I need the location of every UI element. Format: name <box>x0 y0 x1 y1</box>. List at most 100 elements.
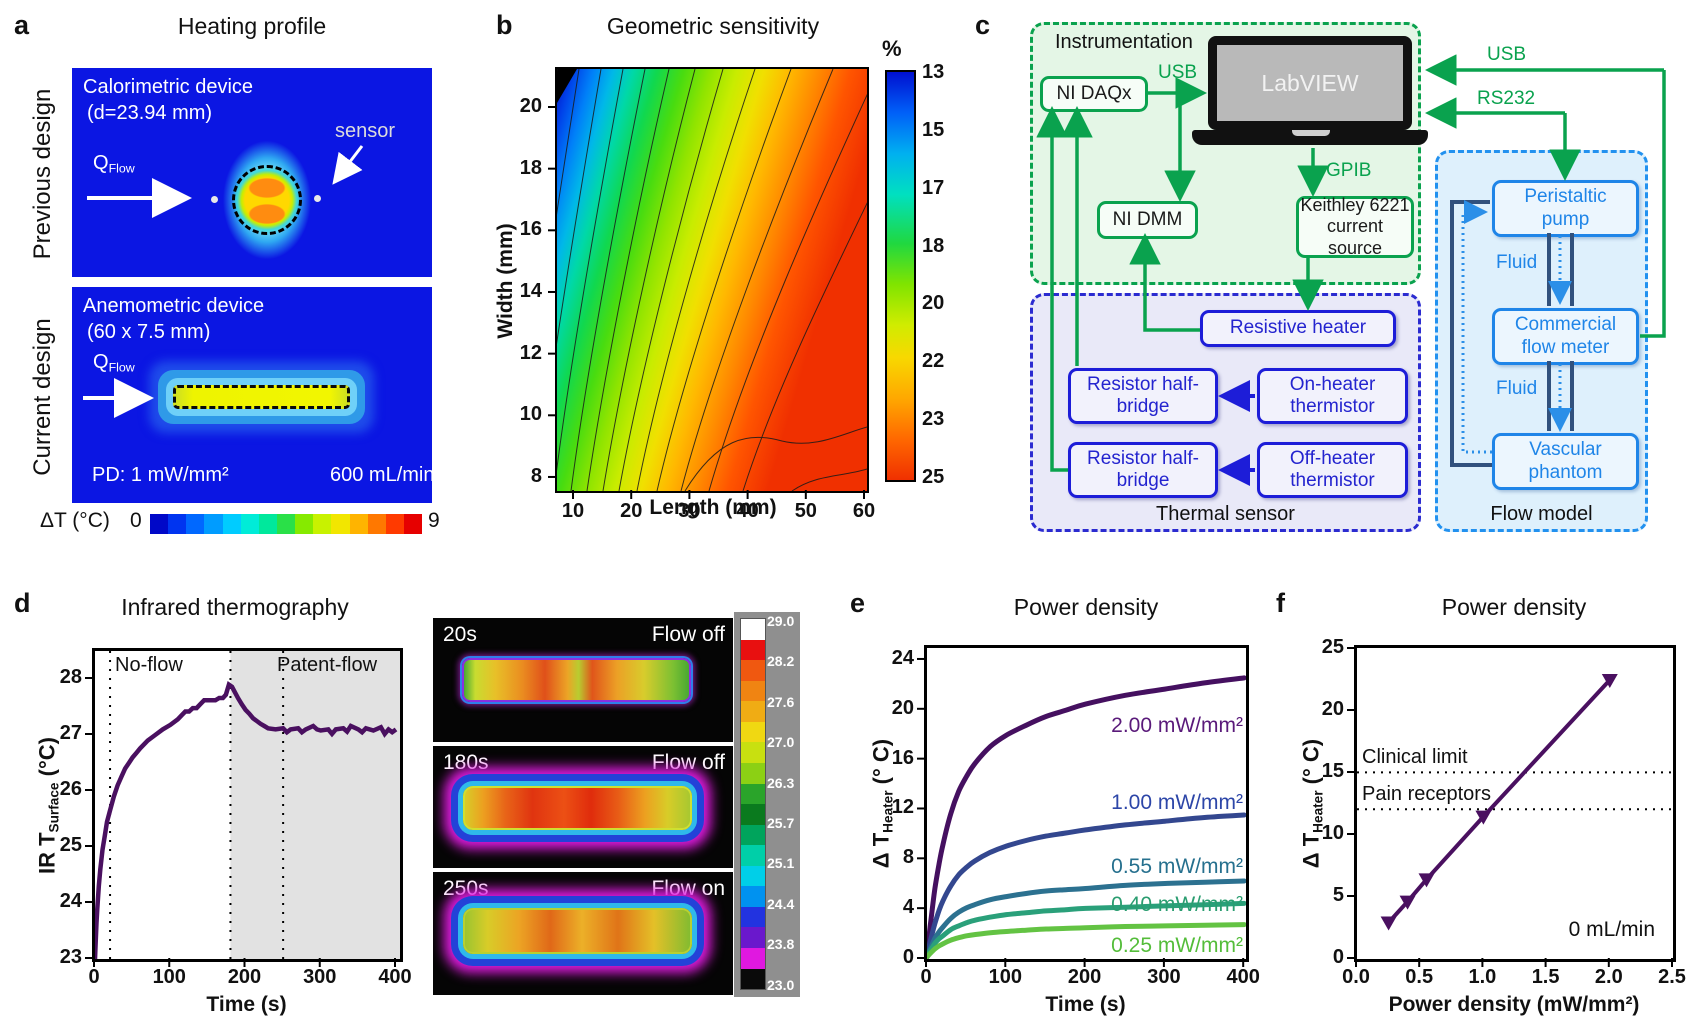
colorbar-segment <box>741 906 765 928</box>
tick-label: 200 <box>1067 966 1102 988</box>
panel-b-label: b <box>496 10 513 40</box>
ir-bar-180s <box>463 786 692 830</box>
ir-bar-20s <box>462 658 691 702</box>
tick-label: 0.5 <box>1405 966 1434 988</box>
colorbar-segment <box>741 701 765 722</box>
ir-colorbar-tick: 26.3 <box>767 774 795 791</box>
tick-label: 0 <box>902 946 914 968</box>
fluid-label-2: Fluid <box>1496 378 1538 399</box>
colorbar-segment <box>741 886 765 907</box>
panel-d-label: d <box>14 588 31 618</box>
f-plot-frame <box>1354 645 1676 962</box>
ir-image-180s: 180s Flow off <box>433 746 733 868</box>
qflow-label-2: QFlow <box>93 351 135 375</box>
b-colorbar-unit: % <box>882 36 902 61</box>
ir-image-20s: 20s Flow off <box>433 618 733 742</box>
usb-label-2: USB <box>1487 44 1527 65</box>
patent-flow-label: Patent-flow <box>277 654 378 676</box>
tick-label: 8 <box>902 846 914 869</box>
colorbar-segment <box>331 514 350 534</box>
colorbar-segment <box>741 721 765 743</box>
ir-frame2-flow: Flow off <box>651 751 725 774</box>
colorbar-segment <box>741 639 765 661</box>
off-heater-thermistor-box: Off-heater thermistor <box>1257 442 1408 498</box>
thermal-sensor-title: Thermal sensor <box>1156 503 1295 525</box>
laptop-notch <box>1292 130 1330 136</box>
tick-label: 25 <box>59 834 82 856</box>
ir-colorbar-tick: 24.4 <box>767 895 795 912</box>
tick-label: 20 <box>519 95 542 117</box>
d-line-plot <box>95 651 400 959</box>
ir-frame1-time: 20s <box>443 623 477 646</box>
ir-bar-250s <box>463 908 692 954</box>
row-label-previous-design: Previous design <box>29 88 56 260</box>
colorbar-segment <box>741 680 765 702</box>
panel-f-label: f <box>1276 588 1285 618</box>
ir-frame1-flow: Flow off <box>651 623 725 646</box>
ir-colorbar-tick: 27.0 <box>767 734 795 751</box>
b-xlabel: Length (mm) <box>649 496 777 519</box>
ir-frame2-time: 180s <box>443 751 489 774</box>
keithley-box: Keithley 6221 current source <box>1296 195 1414 258</box>
tick-label: 300 <box>303 966 337 988</box>
tick-label: 25 <box>1321 636 1344 658</box>
tick-label: 12 <box>519 341 542 364</box>
b-colorbar <box>885 70 916 482</box>
colorbar-segment <box>150 514 169 534</box>
e-xlabel: Time (s) <box>1045 993 1126 1016</box>
tick-label: 16 <box>519 218 542 241</box>
heater-bar <box>173 385 350 409</box>
tick-label: 20 <box>922 292 945 315</box>
colorbar-segment <box>741 865 765 887</box>
f-xlabel: Power density (mW/mm²) <box>1388 993 1640 1016</box>
tick-label: 5 <box>1332 884 1344 906</box>
vascular-phantom-box: Vascular phantom <box>1492 433 1639 490</box>
panel-f-title: Power density <box>1441 594 1587 620</box>
row-label-current-design: Current design <box>29 318 56 476</box>
qflow-label-1: QFlow <box>93 152 135 176</box>
ir-image-250s: 250s Flow on <box>433 872 733 995</box>
panel-e-title: Power density <box>1013 594 1159 620</box>
tick-label: 27 <box>59 722 82 744</box>
laptop-screen-bezel: LabVIEW <box>1208 36 1412 130</box>
tick-label: 8 <box>530 464 542 487</box>
ir-frame3-time: 250s <box>443 877 489 900</box>
tick-label: 0 <box>920 966 932 988</box>
tick-label: 18 <box>519 156 542 179</box>
tick-label: 12 <box>891 796 914 819</box>
ir-frame3-flow: Flow on <box>651 877 725 900</box>
tick-label: 0.0 <box>1342 966 1370 988</box>
ir-colorbar-tick: 23.8 <box>767 936 795 953</box>
ir-colorbar-tick: 27.6 <box>767 693 795 710</box>
tick-label: 10 <box>561 500 585 522</box>
colorbar-segment <box>741 927 765 948</box>
colorbar-segment <box>741 619 765 640</box>
clinical-limit-label: Clinical limit <box>1362 746 1468 768</box>
ir-colorbar-tick: 25.1 <box>767 855 795 872</box>
on-heater-thermistor-box: On-heater thermistor <box>1257 368 1408 424</box>
tick-label: 23 <box>922 408 945 431</box>
panel-e-label: e <box>850 588 866 618</box>
colorbar-segment <box>313 514 332 534</box>
colorbar-segment <box>385 514 404 534</box>
tick-label: 1.5 <box>1531 966 1560 988</box>
sim2-device-dim: (60 x 7.5 mm) <box>87 321 211 343</box>
colorbar-segment <box>741 804 765 825</box>
tick-label: 60 <box>852 500 876 522</box>
colorbar-segment <box>741 742 765 763</box>
tick-label: 15 <box>922 118 945 141</box>
tick-label: 40 <box>736 500 759 522</box>
colorbar-segment <box>295 514 314 534</box>
tick-label: 23 <box>59 946 82 968</box>
a-colorbar-min: 0 <box>130 509 142 532</box>
tick-label: 15 <box>1321 760 1344 782</box>
tick-label: 13 <box>922 61 945 83</box>
colorbar-segment <box>258 514 277 534</box>
heater-outline-dashed-circle <box>232 165 302 235</box>
panel-d-title: Infrared thermography <box>121 594 349 620</box>
panel-a-label: a <box>14 10 30 40</box>
colorbar-segment <box>741 968 765 990</box>
tick-label: 20 <box>620 500 643 522</box>
f-ylabel: Δ THeater (° C) <box>1298 738 1326 869</box>
